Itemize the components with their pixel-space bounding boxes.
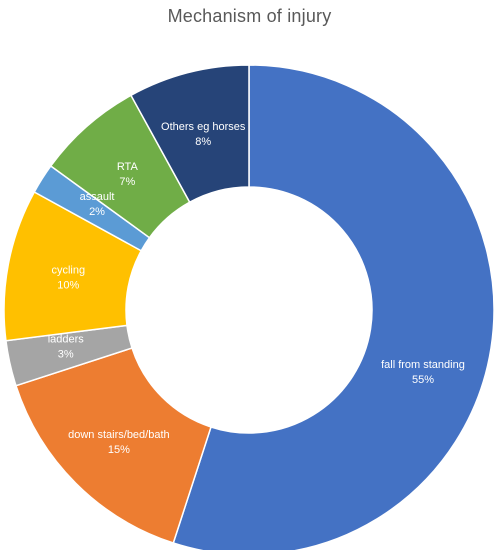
slices-layer — [3, 64, 495, 550]
slice-value-ladders: 3% — [58, 348, 74, 360]
labels-layer: fall from standing 55% down stairs/bed/bat… — [48, 121, 465, 456]
slice-fall-from-standing — [172, 64, 495, 550]
slice-value-cycling: 10% — [57, 280, 79, 292]
slice-label-rta: RTA — [117, 161, 139, 173]
slice-label-down-stairs-bed-bath: down stairs/bed/bath — [68, 429, 170, 441]
slice-value-rta: 7% — [119, 176, 135, 188]
slice-label-others-eg-horses: Others eg horses — [161, 121, 246, 133]
slice-value-fall-from-standing: 55% — [412, 374, 434, 386]
chart-title: Mechanism of injury — [167, 6, 332, 26]
slice-value-assault: 2% — [89, 206, 105, 218]
slice-down-stairs-bed-bath — [15, 347, 212, 544]
slice-label-assault: assault — [80, 191, 115, 203]
slice-value-down-stairs-bed-bath: 15% — [108, 444, 130, 456]
slice-value-others-eg-horses: 8% — [195, 136, 211, 148]
slice-label-fall-from-standing: fall from standing — [381, 359, 465, 371]
slice-label-ladders: ladders — [48, 333, 85, 345]
slice-others-eg-horses — [129, 64, 250, 204]
slice-label-cycling: cycling — [51, 265, 85, 277]
